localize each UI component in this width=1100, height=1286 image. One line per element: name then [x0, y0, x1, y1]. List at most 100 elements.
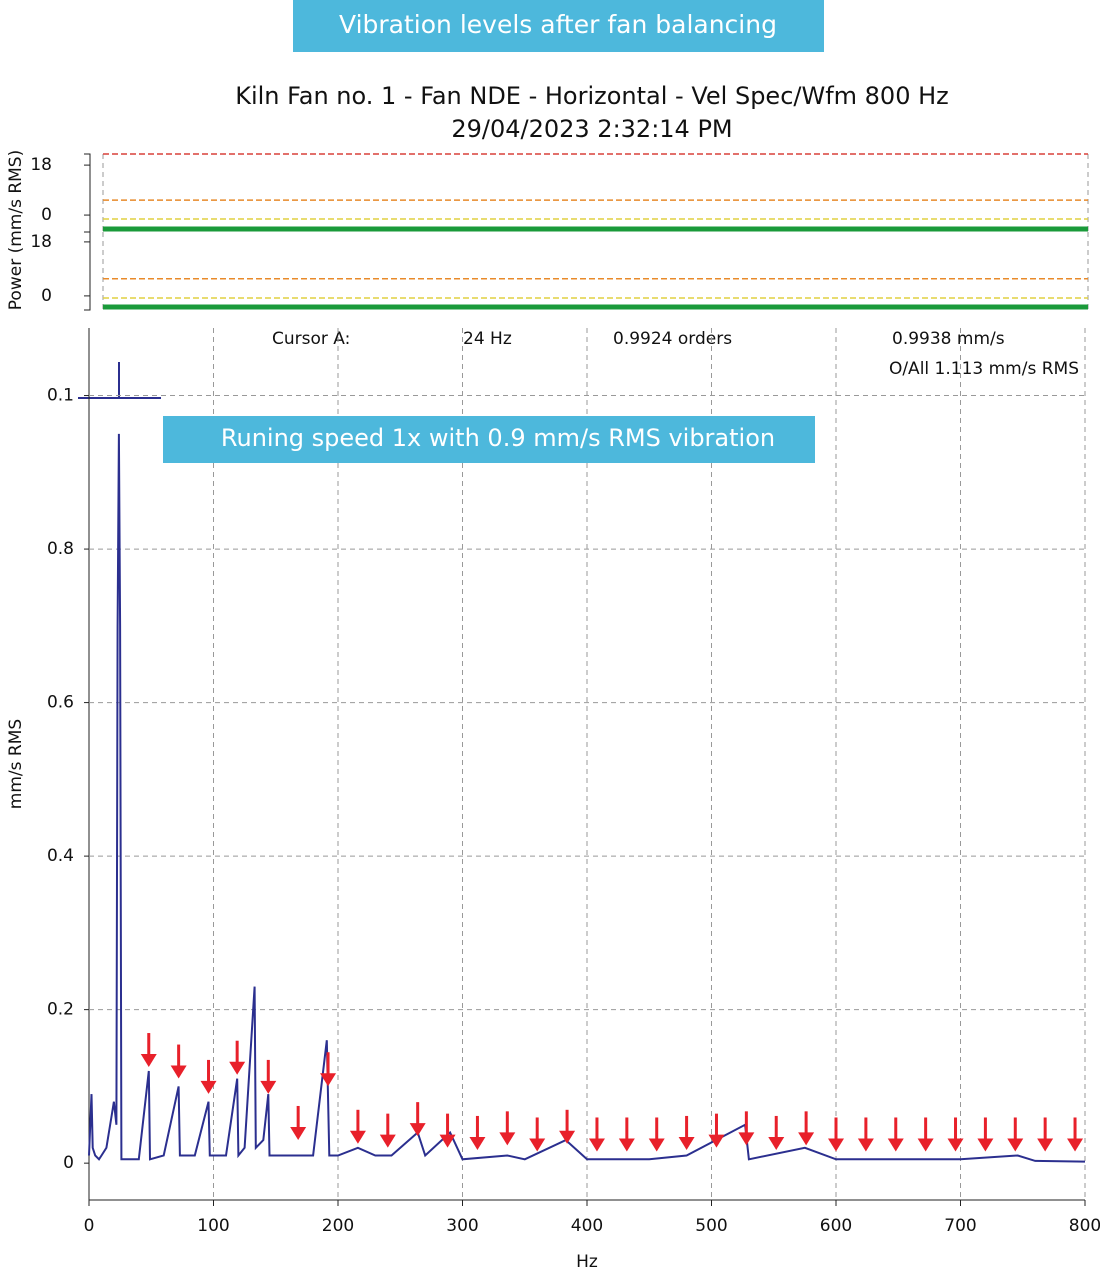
harmonic-arrow	[290, 1105, 307, 1140]
plot: 0 18 0 18 0 0.2 0.4 0.6 0.8 0.1 0 100 200 300 400 500 60…	[30, 153, 1100, 1236]
harmonic-arrow	[798, 1111, 815, 1146]
harmonic-arrow	[1007, 1117, 1024, 1152]
chart-title: Kiln Fan no. 1 - Fan NDE - Horizontal - …	[235, 82, 949, 110]
arrow-head	[529, 1138, 546, 1152]
arrow-head	[229, 1061, 246, 1075]
arrow-head	[320, 1073, 337, 1087]
arrow-head	[917, 1138, 934, 1152]
trend-axis	[84, 231, 91, 311]
arrow-head	[260, 1080, 277, 1094]
harmonic-arrow	[320, 1052, 337, 1087]
x-tick-label: 400	[571, 1216, 603, 1236]
banner: Vibration levels after fan balancing	[339, 10, 777, 39]
harmonic-arrow	[857, 1117, 874, 1152]
cursor-label: Cursor A:	[272, 329, 350, 349]
harmonic-arrow	[588, 1117, 605, 1152]
x-axis-label: Hz	[576, 1252, 598, 1272]
arrow-head	[439, 1134, 456, 1148]
harmonic-arrow	[768, 1115, 785, 1150]
trend-y-label: Power (mm/s RMS)	[6, 150, 26, 310]
arrow-head	[977, 1138, 994, 1152]
arrow-head	[140, 1054, 157, 1068]
y-tick-label: 0.1	[47, 386, 74, 406]
harmonic-arrow	[229, 1040, 246, 1075]
x-tick-label: 200	[322, 1216, 354, 1236]
x-tick-label: 100	[197, 1216, 229, 1236]
arrow-head	[857, 1138, 874, 1152]
x-tick-label: 700	[944, 1216, 976, 1236]
arrow-head	[947, 1138, 964, 1152]
harmonic-arrow	[559, 1109, 576, 1144]
harmonic-arrow	[947, 1117, 964, 1152]
harmonic-arrow	[170, 1044, 187, 1079]
x-tick-label: 300	[446, 1216, 478, 1236]
banner-box	[293, 0, 824, 52]
harmonic-arrow	[828, 1117, 844, 1152]
harmonic-arrow	[917, 1117, 934, 1152]
harmonic-arrow	[887, 1117, 904, 1152]
harmonic-arrow	[1037, 1117, 1054, 1152]
trend-axis	[84, 153, 91, 233]
harmonic-arrow	[678, 1115, 695, 1150]
arrow-head	[290, 1126, 307, 1140]
annotation: Runing speed 1x with 0.9 mm/s RMS vibrat…	[221, 424, 775, 452]
cursor-amp: 0.9938 mm/s	[892, 329, 1005, 349]
harmonic-arrow	[738, 1111, 755, 1146]
arrow-head	[738, 1132, 755, 1146]
arrow-head	[678, 1136, 695, 1150]
arrow-head	[618, 1138, 635, 1152]
harmonic-arrow	[409, 1102, 426, 1137]
trend-tick-label: 0	[41, 286, 52, 306]
chart-subtitle: 29/04/2023 2:32:14 PM	[451, 115, 732, 143]
annotation-box	[163, 416, 815, 463]
harmonic-arrow	[349, 1109, 366, 1144]
trend-tick-label: 18	[30, 232, 52, 252]
harmonic-arrow	[439, 1113, 456, 1148]
arrow-head	[559, 1130, 576, 1144]
harmonic-arrow	[499, 1111, 516, 1146]
arrow-head	[409, 1123, 426, 1137]
arrow-head	[1037, 1138, 1054, 1152]
y-tick-label: 0.4	[47, 846, 74, 866]
y-tick-label: 0.8	[47, 539, 74, 559]
x-tick-label: 0	[84, 1216, 95, 1236]
arrow-head	[170, 1065, 187, 1079]
harmonic-arrow	[260, 1059, 277, 1094]
y-tick-label: 0	[63, 1153, 74, 1173]
arrow-head	[798, 1132, 815, 1146]
arrow-head	[1007, 1138, 1024, 1152]
y-tick-label: 0.6	[47, 693, 74, 713]
harmonic-arrow	[529, 1117, 546, 1152]
arrow-head	[469, 1136, 486, 1150]
arrow-head	[828, 1138, 844, 1152]
arrow-head	[708, 1134, 725, 1148]
harmonic-arrow	[469, 1115, 486, 1150]
trend-tick-label: 18	[30, 155, 52, 175]
harmonic-arrow	[977, 1117, 994, 1152]
harmonic-arrow	[708, 1113, 725, 1148]
harmonic-arrow	[200, 1059, 217, 1094]
arrow-head	[768, 1136, 785, 1150]
harmonic-arrow	[1067, 1117, 1084, 1152]
harmonic-arrow	[140, 1033, 157, 1068]
cursor-orders: 0.9924 orders	[613, 329, 732, 349]
overall-level: O/All 1.113 mm/s RMS	[889, 359, 1079, 379]
y-tick-label: 0.2	[47, 1000, 74, 1020]
arrow-head	[648, 1138, 665, 1152]
arrow-head	[200, 1080, 217, 1094]
arrow-head	[349, 1130, 366, 1144]
harmonic-arrow	[648, 1117, 665, 1152]
harmonic-arrow	[379, 1113, 396, 1148]
harmonic-arrow	[618, 1117, 635, 1152]
x-tick-label: 800	[1069, 1216, 1100, 1236]
arrow-head	[499, 1132, 516, 1146]
arrow-head	[588, 1138, 605, 1152]
x-tick-label: 600	[820, 1216, 852, 1236]
arrow-head	[379, 1134, 396, 1148]
arrow-head	[887, 1138, 904, 1152]
trend-tick-label: 0	[41, 205, 52, 225]
x-tick-label: 500	[695, 1216, 727, 1236]
spectrum-line	[88, 433, 1086, 1163]
y-axis-label: mm/s RMS	[6, 719, 26, 809]
